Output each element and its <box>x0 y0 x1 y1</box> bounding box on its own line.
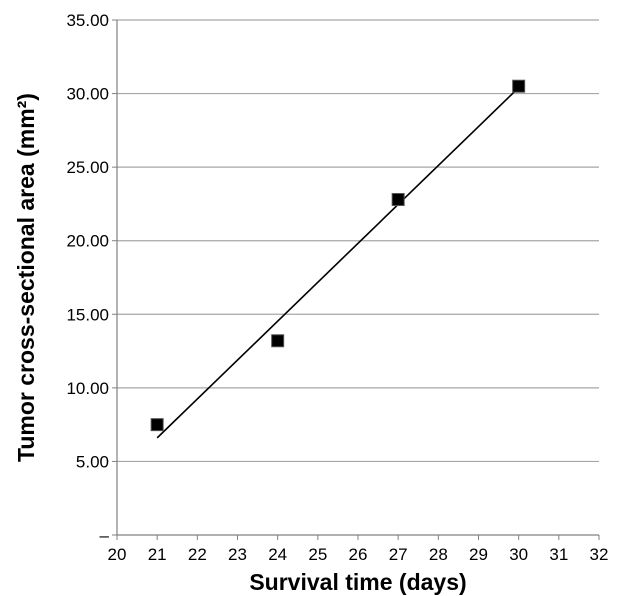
x-axis-title: Survival time (days) <box>249 569 466 595</box>
x-tick-label-8: 28 <box>429 545 448 564</box>
x-tick-label-1: 21 <box>148 545 167 564</box>
y-axis-title: Tumor cross-sectional area (mm²) <box>13 93 39 462</box>
y-tick-label-4: 20.00 <box>66 232 109 251</box>
data-point-0-3 <box>512 79 526 93</box>
y-tick-label-3: 15.00 <box>66 305 109 324</box>
trendline-group <box>156 87 520 439</box>
x-tick-label-10: 30 <box>509 545 528 564</box>
y-tick-label-6: 30.00 <box>66 85 109 104</box>
x-tick-label-11: 31 <box>549 545 568 564</box>
axes <box>112 19 600 540</box>
gridlines <box>117 19 599 463</box>
y-tick-label-5: 25.00 <box>66 158 109 177</box>
data-point-0-2 <box>391 193 405 207</box>
y-tick-labels: – 5.00 10.00 15.00 20.00 25.00 30.00 35.00 <box>66 11 109 545</box>
x-tick-label-0: 20 <box>108 545 127 564</box>
x-tick-label-3: 23 <box>228 545 247 564</box>
y-tick-label-0: – <box>100 526 110 545</box>
y-tick-label-2: 10.00 <box>66 379 109 398</box>
data-points <box>150 79 526 432</box>
x-tick-labels: 20 21 22 23 24 25 26 27 28 29 30 31 32 <box>108 545 609 564</box>
x-tick-label-2: 22 <box>188 545 207 564</box>
x-tick-label-6: 26 <box>349 545 368 564</box>
x-tick-label-5: 25 <box>308 545 327 564</box>
data-point-0-0 <box>150 418 164 432</box>
y-tick-label-7: 35.00 <box>66 11 109 30</box>
x-tick-label-12: 32 <box>590 545 609 564</box>
x-tick-label-9: 29 <box>469 545 488 564</box>
x-tick-label-4: 24 <box>268 545 287 564</box>
x-tick-label-7: 27 <box>389 545 408 564</box>
trendline <box>156 87 520 439</box>
data-point-0-1 <box>271 334 285 348</box>
y-tick-label-1: 5.00 <box>76 452 109 471</box>
